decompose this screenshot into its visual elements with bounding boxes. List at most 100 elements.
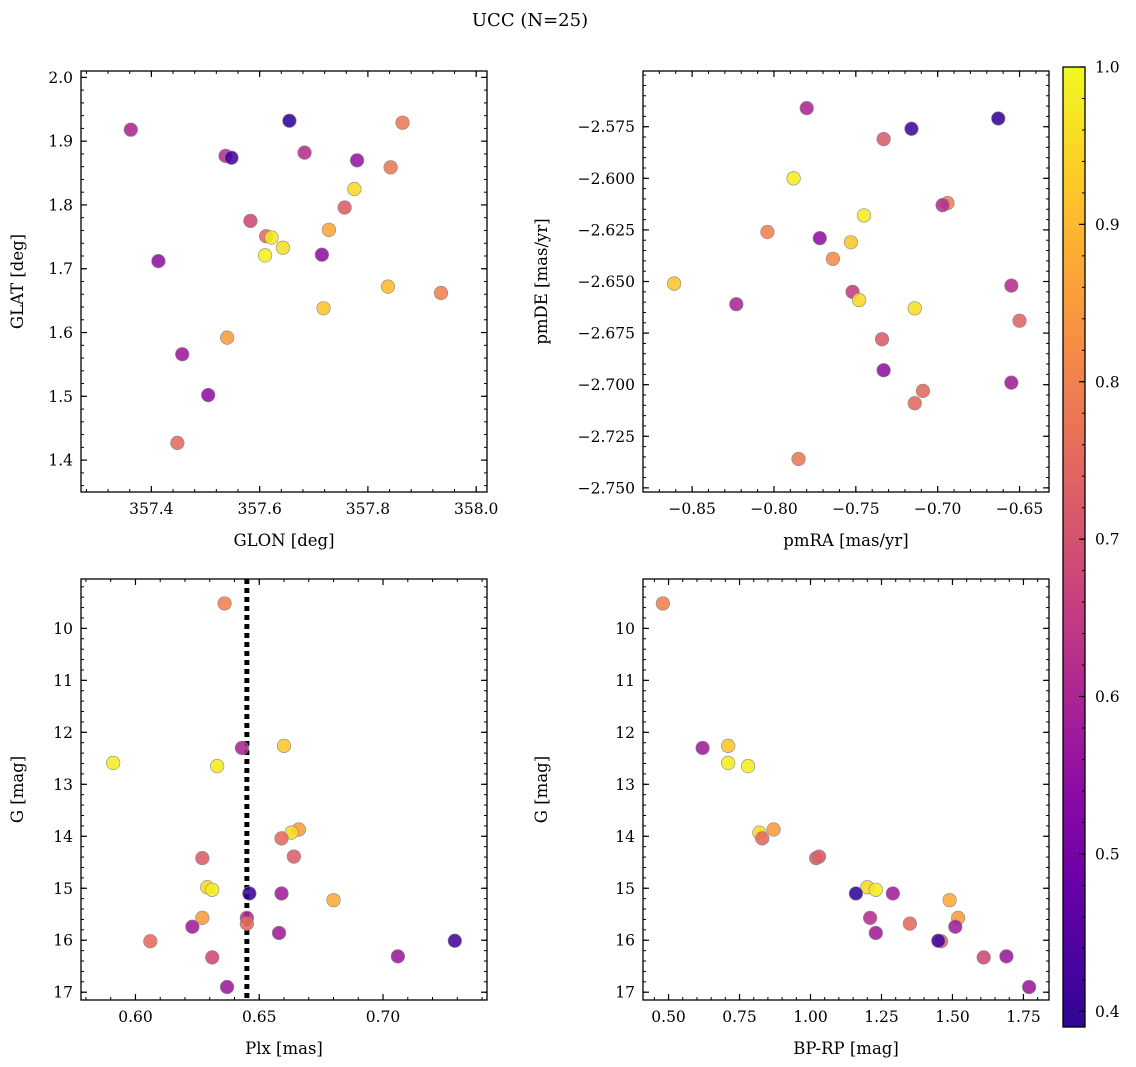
scatter-point: [907, 301, 922, 316]
scatter-point: [170, 435, 185, 450]
scatter-point: [195, 910, 210, 925]
y-tick-label: 13: [615, 776, 635, 794]
scatter-point: [885, 886, 900, 901]
scatter-point: [201, 387, 216, 403]
scatter-point: [907, 396, 922, 411]
scatter-point: [175, 347, 190, 362]
scatter-point: [935, 198, 950, 213]
scatter-point: [791, 451, 806, 467]
y-tick-label: −2.600: [578, 170, 635, 188]
scatter-point: [851, 292, 867, 308]
y-tick-label: 1.4: [48, 452, 73, 470]
y-axis-label: G [mag]: [8, 756, 27, 823]
scatter-point: [868, 925, 883, 941]
points-layer: [667, 101, 1027, 467]
x-tick-label: 1.25: [864, 1008, 899, 1026]
y-axis-label: G [mag]: [532, 756, 551, 823]
y-tick-label: 17: [53, 984, 73, 1002]
scatter-point: [999, 949, 1014, 964]
x-tick-label: 0.60: [118, 1008, 153, 1026]
scatter-point: [195, 851, 210, 866]
y-tick-label: 1.6: [48, 324, 73, 342]
scatter-point: [695, 740, 710, 756]
y-tick-label: 11: [615, 672, 635, 690]
scatter-point: [874, 332, 890, 347]
x-tick-label: −0.75: [832, 500, 880, 518]
scatter-point: [220, 330, 235, 345]
scatter-point: [729, 297, 744, 312]
scatter-point: [1012, 313, 1027, 328]
scatter-point: [205, 882, 220, 897]
scatter-point: [812, 231, 827, 246]
scatter-point: [991, 111, 1006, 126]
panel-1: 357.4 357.6 357.8 358.0 1.4 1.5 1.6 1.7 1.8 1.9 2.…: [8, 69, 498, 550]
scatter-point: [217, 596, 232, 611]
scatter-point: [1022, 979, 1037, 995]
x-tick-label: 1.75: [1006, 1008, 1041, 1026]
x-tick-label: 0.65: [242, 1008, 277, 1026]
x-tick-label: 0.50: [651, 1008, 686, 1026]
scatter-point: [314, 247, 329, 262]
x-tick-label: 358.0: [454, 500, 498, 518]
points-layer: [123, 113, 449, 450]
panel-2: −0.85 −0.80 −0.75 −0.70 −0.65 −2.575 −2.600 −2.…: [532, 70, 1050, 550]
scatter-point: [271, 925, 287, 941]
scatter-point: [876, 363, 891, 378]
scatter-point: [106, 755, 121, 771]
y-tick-label: 16: [53, 932, 73, 950]
scatter-point: [297, 145, 312, 160]
points-layer: [106, 579, 462, 1000]
y-axis-label: pmDE [mas/yr]: [532, 218, 551, 344]
scatter-point: [242, 886, 257, 901]
y-tick-label: 1.7: [48, 260, 73, 278]
scatter-point: [276, 738, 292, 753]
scatter-point: [349, 153, 365, 168]
y-tick-label: 11: [53, 672, 73, 690]
scatter-point: [942, 893, 957, 908]
scatter-point: [447, 933, 462, 948]
x-tick-label: 1.50: [935, 1008, 970, 1026]
scatter-point: [799, 101, 814, 116]
y-tick-label: 10: [53, 620, 73, 638]
plot-frame: [642, 70, 1050, 493]
scatter-point: [868, 882, 883, 897]
y-tick-label: 16: [615, 932, 635, 950]
x-tick-label: −0.85: [668, 500, 716, 518]
scatter-point: [395, 115, 410, 130]
colorbar: 0.4 0.5 0.6 0.7 0.8 0.9 1.0: [1062, 59, 1120, 1028]
panel-3: 0.60 0.65 0.70 10 11 12 13 14 15 16 17 Plx [mas] G […: [8, 578, 488, 1058]
scatter-point: [811, 849, 827, 864]
scatter-point: [863, 910, 878, 925]
scatter-point: [902, 916, 917, 931]
scatter-point: [856, 208, 872, 223]
scatter-point: [876, 132, 891, 147]
scatter-point: [1004, 375, 1019, 390]
colorbar-tick-label: 1.0: [1095, 59, 1120, 77]
colorbar-tick-label: 0.9: [1095, 216, 1120, 234]
x-tick-label: 357.8: [346, 500, 390, 518]
y-tick-label: 15: [53, 880, 73, 898]
scatter-point: [275, 240, 291, 255]
y-tick-label: −2.575: [578, 118, 635, 136]
scatter-point: [264, 230, 279, 245]
y-tick-label: −2.650: [578, 273, 635, 291]
scatter-point: [143, 934, 158, 949]
scatter-point: [326, 893, 341, 908]
x-axis-label: pmRA [mas/yr]: [783, 531, 908, 550]
x-tick-label: 0.70: [366, 1008, 401, 1026]
colorbar-tick-label: 0.7: [1095, 531, 1120, 549]
colorbar-tick-label: 0.4: [1095, 1003, 1120, 1021]
plot-frame: [642, 578, 1050, 1001]
scatter-point: [721, 738, 736, 753]
scatter-point: [740, 759, 756, 774]
x-axis-label: BP-RP [mag]: [793, 1039, 899, 1058]
scatter-point: [1004, 278, 1019, 293]
y-axis-label: GLAT [deg]: [8, 234, 27, 329]
x-tick-label: 1.00: [793, 1008, 828, 1026]
scatter-point: [185, 919, 200, 934]
scatter-point: [931, 933, 946, 948]
scatter-point: [243, 213, 258, 229]
scatter-point: [210, 759, 225, 774]
colorbar-tick-label: 0.6: [1095, 688, 1120, 706]
scatter-point: [825, 251, 841, 266]
